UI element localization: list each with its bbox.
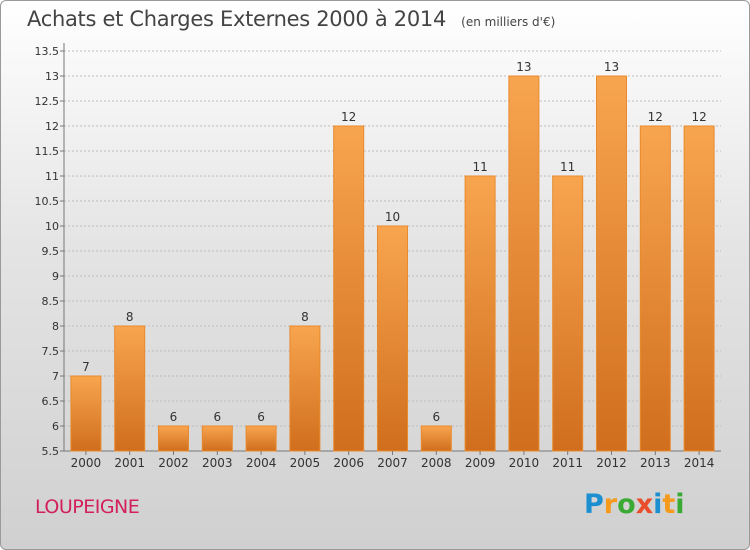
y-tick-label: 9.5 xyxy=(42,245,60,258)
data-label: 11 xyxy=(560,160,575,174)
bar xyxy=(333,125,365,452)
data-label: 6 xyxy=(432,410,440,424)
bar xyxy=(70,375,102,452)
x-tick-label: 2003 xyxy=(202,456,233,470)
x-tick-label: 2011 xyxy=(552,456,583,470)
data-label: 12 xyxy=(341,110,356,124)
y-tick-label: 11 xyxy=(45,170,59,183)
x-tick-label: 2000 xyxy=(71,456,102,470)
y-tick-label: 13.5 xyxy=(35,45,60,58)
y-tick-label: 8 xyxy=(52,320,59,333)
x-tick-label: 2001 xyxy=(114,456,145,470)
x-axis: 2000 2001 2002 2003 2004 2005 2006 2007 2008 2009… xyxy=(71,451,715,470)
bar xyxy=(464,175,496,452)
bar xyxy=(245,425,277,452)
data-label: 10 xyxy=(385,210,400,224)
bar xyxy=(552,175,584,452)
data-label: 13 xyxy=(516,60,531,74)
bar xyxy=(158,425,189,452)
chart-title: Achats et Charges Externes 2000 à 2014 xyxy=(27,7,447,31)
bar xyxy=(377,225,408,452)
x-tick-label: 2010 xyxy=(509,456,540,470)
x-tick-label: 2013 xyxy=(640,456,671,470)
x-tick-label: 2002 xyxy=(158,456,189,470)
y-tick-label: 10 xyxy=(45,220,59,233)
x-tick-label: 2007 xyxy=(377,456,408,470)
x-tick-label: 2004 xyxy=(246,456,277,470)
brand-letter: o xyxy=(617,489,636,520)
data-label: 6 xyxy=(257,410,265,424)
brand-letter: P xyxy=(584,489,604,520)
brand-letter: r xyxy=(603,489,618,520)
x-tick-label: 2012 xyxy=(596,456,627,470)
y-tick-label: 12 xyxy=(45,120,59,133)
bar xyxy=(201,425,233,452)
bar xyxy=(596,75,627,452)
y-tick-label: 8.5 xyxy=(42,295,60,308)
data-label: 12 xyxy=(691,110,706,124)
x-tick-label: 2014 xyxy=(684,456,715,470)
data-label: 8 xyxy=(126,310,134,324)
y-tick-label: 7.5 xyxy=(42,345,60,358)
y-tick-label: 9 xyxy=(52,270,59,283)
y-tick-label: 6 xyxy=(52,420,59,433)
data-label: 11 xyxy=(472,160,487,174)
bar xyxy=(420,425,452,452)
data-label: 13 xyxy=(604,60,619,74)
data-label: 6 xyxy=(170,410,178,424)
commune-name: LOUPEIGNE xyxy=(35,496,140,518)
y-tick-label: 7 xyxy=(52,370,59,383)
x-tick-label: 2009 xyxy=(465,456,496,470)
bar xyxy=(114,325,146,452)
data-labels: 7 8 6 6 6 8 12 10 6 11 13 11 13 12 12 xyxy=(82,60,707,424)
bar xyxy=(639,125,671,452)
y-tick-label: 11.5 xyxy=(35,145,60,158)
y-tick-label: 6.5 xyxy=(42,395,60,408)
brand-letter: t xyxy=(662,489,676,520)
x-tick-label: 2006 xyxy=(333,456,364,470)
title-row: Achats et Charges Externes 2000 à 2014 (… xyxy=(27,7,555,31)
bar xyxy=(289,325,321,452)
brand-letter: i xyxy=(653,489,663,520)
y-tick-label: 13 xyxy=(45,70,59,83)
data-label: 6 xyxy=(213,410,221,424)
chart-subtitle: (en milliers d'€) xyxy=(461,15,556,29)
y-tick-label: 12.5 xyxy=(35,95,60,108)
y-tick-label: 5.5 xyxy=(42,445,60,458)
y-tick-label: 10.5 xyxy=(35,195,60,208)
x-tick-label: 2005 xyxy=(290,456,321,470)
x-tick-label: 2008 xyxy=(421,456,452,470)
bars xyxy=(70,75,715,452)
bar xyxy=(683,125,715,452)
data-label: 12 xyxy=(648,110,663,124)
data-label: 7 xyxy=(82,360,90,374)
bar xyxy=(508,75,540,452)
y-axis: 5.5 6 6.5 7 7.5 8 8.5 9 9.5 10 10.5 11 11.5 12 12.5 13 1… xyxy=(35,43,721,458)
brand-letter: i xyxy=(675,489,685,520)
brand-letter: x xyxy=(635,489,654,520)
brand-logo: Proxiti xyxy=(584,489,685,520)
data-label: 8 xyxy=(301,310,309,324)
